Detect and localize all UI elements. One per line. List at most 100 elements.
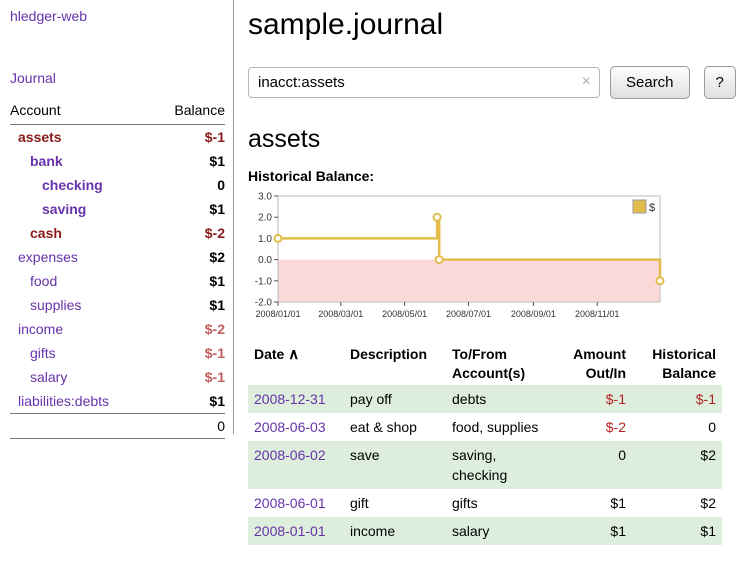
search-button[interactable]: Search xyxy=(610,66,690,99)
account-balance: $-2 xyxy=(204,225,225,241)
clear-search-icon[interactable]: × xyxy=(581,73,591,90)
y-tick-label: -2.0 xyxy=(255,298,273,309)
register-cell-description: gift xyxy=(350,495,369,511)
main-content: sample.journal × Search ? assets Histori… xyxy=(234,0,742,545)
search-box: × xyxy=(248,67,600,98)
register-cell-description: pay off xyxy=(350,391,392,407)
x-tick-label: 2008/09/01 xyxy=(511,309,556,319)
accounts-total-spacer xyxy=(10,413,153,439)
transaction-date-link[interactable]: 2008-06-03 xyxy=(254,419,326,435)
sidebar-item-journal[interactable]: Journal xyxy=(10,70,56,86)
register-cell-amount: 0 xyxy=(618,447,626,463)
account-balance: $-1 xyxy=(204,369,225,385)
register-row: 2008-06-03 eat & shop food, supplies $-2… xyxy=(248,413,722,441)
y-tick-label: 1.0 xyxy=(258,234,272,245)
column-header-date[interactable]: Date ∧ xyxy=(254,346,300,363)
search-input[interactable] xyxy=(248,67,600,98)
x-tick-label: 2008/05/01 xyxy=(382,309,427,319)
register-cell-amount: $1 xyxy=(610,495,626,511)
account-link-liabilities-debts[interactable]: liabilities:debts xyxy=(18,393,110,409)
register-cell-balance: $1 xyxy=(700,523,716,539)
account-row: income $-2 xyxy=(10,317,225,341)
account-row: salary $-1 xyxy=(10,365,225,389)
transaction-date-link[interactable]: 2008-06-02 xyxy=(254,447,326,463)
y-tick-label: 3.0 xyxy=(258,192,272,203)
register-cell-balance: $2 xyxy=(700,447,716,463)
account-row: food $1 xyxy=(10,269,225,293)
x-tick-label: 2008/11/01 xyxy=(575,309,619,319)
historical-balance-chart: 3.0 2.0 1.0 0.0 -1.0 -2.0 2008/01/01 2008/03/01… xyxy=(248,188,736,333)
app-title-link[interactable]: hledger-web xyxy=(10,8,88,24)
register-cell-date: 2008-06-03 xyxy=(248,413,344,441)
account-row: bank $1 xyxy=(10,149,225,173)
legend-swatch xyxy=(632,199,647,214)
account-link-bank[interactable]: bank xyxy=(30,153,63,169)
y-tick-label: 2.0 xyxy=(258,213,272,224)
account-link-gifts[interactable]: gifts xyxy=(30,345,56,361)
account-link-assets[interactable]: assets xyxy=(18,129,62,145)
account-balance: $2 xyxy=(209,249,225,265)
transaction-date-link[interactable]: 2008-12-31 xyxy=(254,391,326,407)
negative-region xyxy=(278,259,660,302)
sort-asc-icon: ∧ xyxy=(288,346,300,363)
account-row: checking 0 xyxy=(10,173,225,197)
account-row: cash $-2 xyxy=(10,221,225,245)
account-heading: assets xyxy=(248,125,321,153)
x-tick-label: 2008/07/01 xyxy=(446,309,491,319)
account-link-food[interactable]: food xyxy=(30,273,58,289)
account-link-cash[interactable]: cash xyxy=(30,225,62,241)
page-title: sample.journal xyxy=(248,8,444,41)
column-header-balance: Historical Balance xyxy=(652,346,716,381)
register-cell-accounts: salary xyxy=(452,523,490,539)
column-header-description: Description xyxy=(350,346,428,362)
x-tick-label: 2008/03/01 xyxy=(318,309,363,319)
data-point xyxy=(273,233,283,243)
transaction-date-link[interactable]: 2008-01-01 xyxy=(254,523,326,539)
accounts-header-account: Account xyxy=(10,102,153,125)
accounts-total-row: 0 xyxy=(10,413,225,439)
register-cell-date: 2008-12-31 xyxy=(248,385,344,413)
register-cell-amount: $-2 xyxy=(605,419,626,435)
register-row: 2008-01-01 income salary $1 $1 xyxy=(248,517,722,545)
chart-title: Historical Balance: xyxy=(248,168,375,184)
y-tick-label: 0.0 xyxy=(258,255,272,266)
register-cell-accounts: saving, checking xyxy=(452,447,508,483)
register-header-row: Date ∧ Description To/From Account(s) Am… xyxy=(248,343,722,385)
transaction-date-link[interactable]: 2008-06-01 xyxy=(254,495,326,511)
account-row: assets $-1 xyxy=(10,125,225,150)
account-link-checking[interactable]: checking xyxy=(42,177,103,193)
plot-border xyxy=(277,195,661,303)
register-row: 2008-12-31 pay off debts $-1 $-1 xyxy=(248,385,722,413)
account-balance: $1 xyxy=(209,153,225,169)
register-cell-date: 2008-01-01 xyxy=(248,517,344,545)
accounts-header-balance: Balance xyxy=(152,102,225,125)
account-row: saving $1 xyxy=(10,197,225,221)
account-row: gifts $-1 xyxy=(10,341,225,365)
account-balance: $1 xyxy=(209,393,225,409)
account-balance: $-1 xyxy=(204,129,225,145)
accounts-header-row: Account Balance xyxy=(10,102,225,125)
sidebar: hledger-web Journal Account Balance asse… xyxy=(0,0,234,439)
data-point xyxy=(432,212,442,222)
register-cell-amount: $1 xyxy=(610,523,626,539)
register-cell-balance: $2 xyxy=(700,495,716,511)
account-balance: 0 xyxy=(217,177,225,193)
account-link-income[interactable]: income xyxy=(18,321,64,337)
register-cell-date: 2008-06-01 xyxy=(248,489,344,517)
account-link-saving[interactable]: saving xyxy=(42,201,87,217)
accounts-table: Account Balance assets $-1 bank $1 check… xyxy=(10,102,225,439)
legend-label: $ xyxy=(649,202,655,214)
register-row: 2008-06-02 save saving, checking 0 $2 xyxy=(248,441,722,489)
account-link-salary[interactable]: salary xyxy=(30,369,68,385)
register-cell-amount: $-1 xyxy=(605,391,626,407)
accounts-total-value: 0 xyxy=(152,413,225,439)
account-balance: $1 xyxy=(209,297,225,313)
help-button[interactable]: ? xyxy=(703,66,736,99)
account-link-supplies[interactable]: supplies xyxy=(30,297,82,313)
search-form: × Search ? xyxy=(248,66,736,99)
account-link-expenses[interactable]: expenses xyxy=(18,249,78,265)
account-balance: $1 xyxy=(209,201,225,217)
column-header-accounts: To/From Account(s) xyxy=(452,346,526,381)
register-cell-accounts: food, supplies xyxy=(452,419,539,435)
